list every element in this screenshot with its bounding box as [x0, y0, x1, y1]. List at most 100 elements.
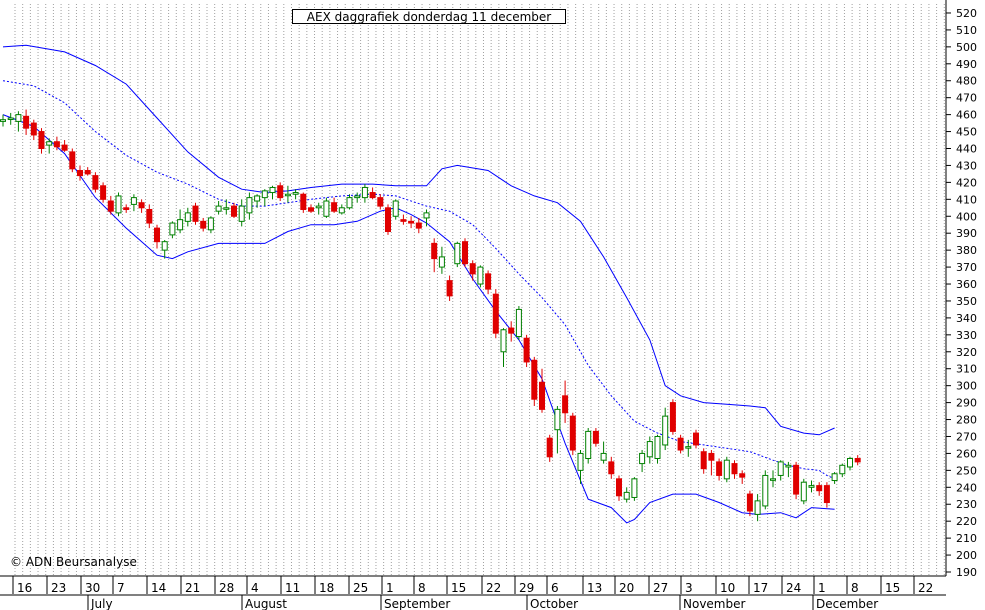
- candle-body: [816, 485, 823, 492]
- candle-body: [61, 144, 68, 151]
- y-tick-label: 430: [956, 159, 977, 172]
- candle-body: [246, 197, 253, 214]
- y-tick-label: 470: [956, 92, 977, 105]
- candle-body: [38, 131, 45, 149]
- candle-body: [539, 381, 545, 410]
- y-tick-label: 190: [956, 566, 977, 579]
- y-tick-label: 490: [956, 58, 977, 71]
- candle-body: [531, 359, 538, 400]
- x-day-label: 20: [619, 581, 634, 595]
- candle-body: [847, 458, 853, 468]
- candle-body: [92, 175, 99, 190]
- y-tick-label: 230: [956, 498, 977, 511]
- candle-body: [338, 207, 345, 214]
- candle-body: [700, 451, 707, 470]
- y-tick-label: 510: [956, 24, 977, 37]
- candle-body: [346, 197, 353, 209]
- candle-body: [808, 485, 815, 488]
- y-tick-label: 210: [956, 532, 977, 545]
- candle-body: [315, 205, 322, 209]
- candle-body: [130, 197, 137, 205]
- candle-body: [454, 242, 461, 265]
- candle-body: [238, 205, 245, 222]
- candle-body: [608, 461, 615, 475]
- x-day-label: 23: [51, 581, 66, 595]
- candle-body: [662, 415, 669, 446]
- candle-body: [654, 435, 661, 460]
- candle-body: [177, 219, 184, 231]
- candle-body: [823, 485, 830, 504]
- x-day-label: 22: [486, 581, 501, 595]
- candle-body: [207, 217, 214, 231]
- x-day-label: 16: [17, 581, 32, 595]
- candle-body: [269, 186, 276, 194]
- candle-body: [169, 222, 176, 236]
- candle-body: [585, 430, 592, 460]
- x-month-label: August: [245, 597, 287, 610]
- x-day-label: 28: [219, 581, 234, 595]
- y-tick-label: 390: [956, 227, 977, 240]
- candle-body: [323, 200, 330, 217]
- candle-body: [708, 452, 715, 461]
- candle-body: [462, 241, 468, 265]
- y-tick-label: 440: [956, 143, 977, 156]
- x-day-label: 30: [85, 581, 100, 595]
- candle-body: [292, 192, 299, 195]
- y-tick-label: 330: [956, 329, 977, 342]
- chart-title: AEX daggrafiek donderdag 11 december: [292, 9, 566, 24]
- candle-body: [400, 219, 407, 222]
- y-tick-label: 410: [956, 193, 977, 206]
- copyright-label: © ADN Beursanalyse: [10, 555, 137, 569]
- candle-body: [200, 220, 207, 229]
- candle-body: [500, 329, 507, 353]
- candle-body: [616, 478, 622, 497]
- candle-body: [562, 395, 569, 414]
- candle-body: [69, 151, 76, 170]
- candle-body: [631, 478, 638, 498]
- candle-body: [154, 227, 160, 243]
- x-day-label: 14: [151, 581, 166, 595]
- candle-body: [731, 463, 738, 475]
- x-day-label: 11: [285, 581, 300, 595]
- x-day-label: 15: [885, 581, 900, 595]
- x-month-label: July: [90, 597, 113, 610]
- y-tick-label: 420: [956, 176, 977, 189]
- candle-body: [492, 293, 499, 334]
- x-day-label: 25: [353, 581, 368, 595]
- x-day-label: 1: [386, 581, 394, 595]
- x-day-label: 8: [418, 581, 426, 595]
- y-tick-label: 260: [956, 447, 977, 460]
- candle-body: [354, 195, 361, 199]
- candle-body: [839, 464, 846, 475]
- x-day-label: 4: [251, 581, 259, 595]
- y-tick-label: 500: [956, 41, 977, 54]
- candle-body: [477, 266, 484, 285]
- y-tick-label: 450: [956, 126, 977, 139]
- candle-body: [161, 241, 168, 251]
- y-tick-label: 520: [956, 7, 977, 20]
- candle-body: [800, 481, 807, 502]
- candle-body: [100, 185, 107, 200]
- candle-body: [30, 122, 37, 136]
- vertical-gridlines: [14, 4, 945, 576]
- candle-body: [84, 170, 91, 175]
- x-day-label: 27: [653, 581, 668, 595]
- candle-body: [693, 432, 699, 446]
- candle-body: [623, 491, 630, 500]
- y-tick-label: 290: [956, 397, 977, 410]
- candle-body: [716, 461, 723, 476]
- y-tick-label: 350: [956, 295, 977, 308]
- x-day-label: 6: [551, 581, 559, 595]
- candle-body: [261, 190, 268, 199]
- bollinger-bands: [2, 44, 835, 524]
- x-day-label: 8: [851, 581, 859, 595]
- candle-body: [277, 185, 284, 199]
- candle-body: [677, 437, 684, 451]
- candle-body: [254, 195, 261, 202]
- y-tick-label: 340: [956, 312, 977, 325]
- candle-body: [723, 459, 730, 480]
- x-day-label: 21: [185, 581, 200, 595]
- y-tick-label: 300: [956, 380, 977, 393]
- y-tick-label: 270: [956, 430, 977, 443]
